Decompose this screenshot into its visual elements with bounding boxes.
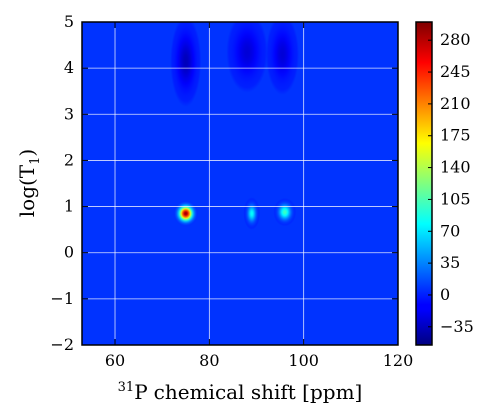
x-tick-label: 80 [199, 351, 219, 370]
colorbar-tick-label: 70 [440, 221, 460, 240]
y-axis-label-text: log(T [15, 164, 39, 217]
colorbar-tick-label: 0 [440, 285, 450, 304]
heatmap-peak [173, 200, 199, 227]
heatmap-peak [170, 22, 202, 107]
x-axis-label-text: chemical shift [ppm] [154, 380, 363, 404]
x-axis-label-superscript: 31 [118, 380, 135, 395]
heatmap-peak [226, 22, 268, 93]
colorbar-tick-label: 245 [440, 62, 471, 81]
colorbar: −35 0 35 70 105 140 175 210 245 280 [415, 21, 474, 346]
y-tick-label: 4 [64, 58, 74, 77]
colorbar-ticks: −35 0 35 70 105 140 175 210 245 280 [428, 30, 474, 336]
y-tick-label: 3 [64, 104, 74, 123]
y-tick-label: 2 [64, 150, 74, 169]
colorbar-tick-label: 280 [440, 30, 471, 49]
y-tick-label: −2 [50, 335, 74, 354]
x-axis-label: 31P chemical shift [ppm] [118, 380, 363, 404]
colorbar-tick-label: 140 [440, 158, 471, 177]
y-tick-label: 0 [64, 243, 74, 262]
y-axis-label-close: ) [15, 149, 39, 157]
heatmap-peak [273, 197, 297, 227]
heatmap-peak [265, 22, 300, 95]
x-tick-label: 100 [288, 351, 319, 370]
plot-area: 60 80 100 120 −2 −1 0 1 2 3 4 5 [50, 12, 413, 370]
y-tick-label: 5 [64, 12, 74, 31]
colorbar-tick-label: 210 [440, 94, 471, 113]
colorbar-tick-label: −35 [440, 317, 474, 336]
heatmap-peak [243, 197, 261, 230]
x-tick-label: 60 [105, 351, 125, 370]
colorbar-tick-label: 105 [440, 189, 471, 208]
x-tick-label: 120 [383, 351, 414, 370]
grid-lines [82, 22, 398, 345]
x-axis-label-element: P [134, 380, 147, 404]
y-tick-label: −1 [50, 289, 74, 308]
y-axis-label: log(T1) [15, 149, 43, 217]
colorbar-gradient [415, 21, 433, 346]
y-tick-label: 1 [64, 197, 74, 216]
heatmap-peaks [170, 22, 300, 230]
colorbar-tick-label: 35 [440, 253, 460, 272]
colorbar-tick-label: 175 [440, 126, 471, 145]
x-axis-ticks: 60 80 100 120 [105, 22, 413, 370]
y-axis-ticks: −2 −1 0 1 2 3 4 5 [50, 12, 398, 354]
y-axis-label-subscript: 1 [28, 157, 43, 165]
plot-frame [81, 21, 399, 346]
